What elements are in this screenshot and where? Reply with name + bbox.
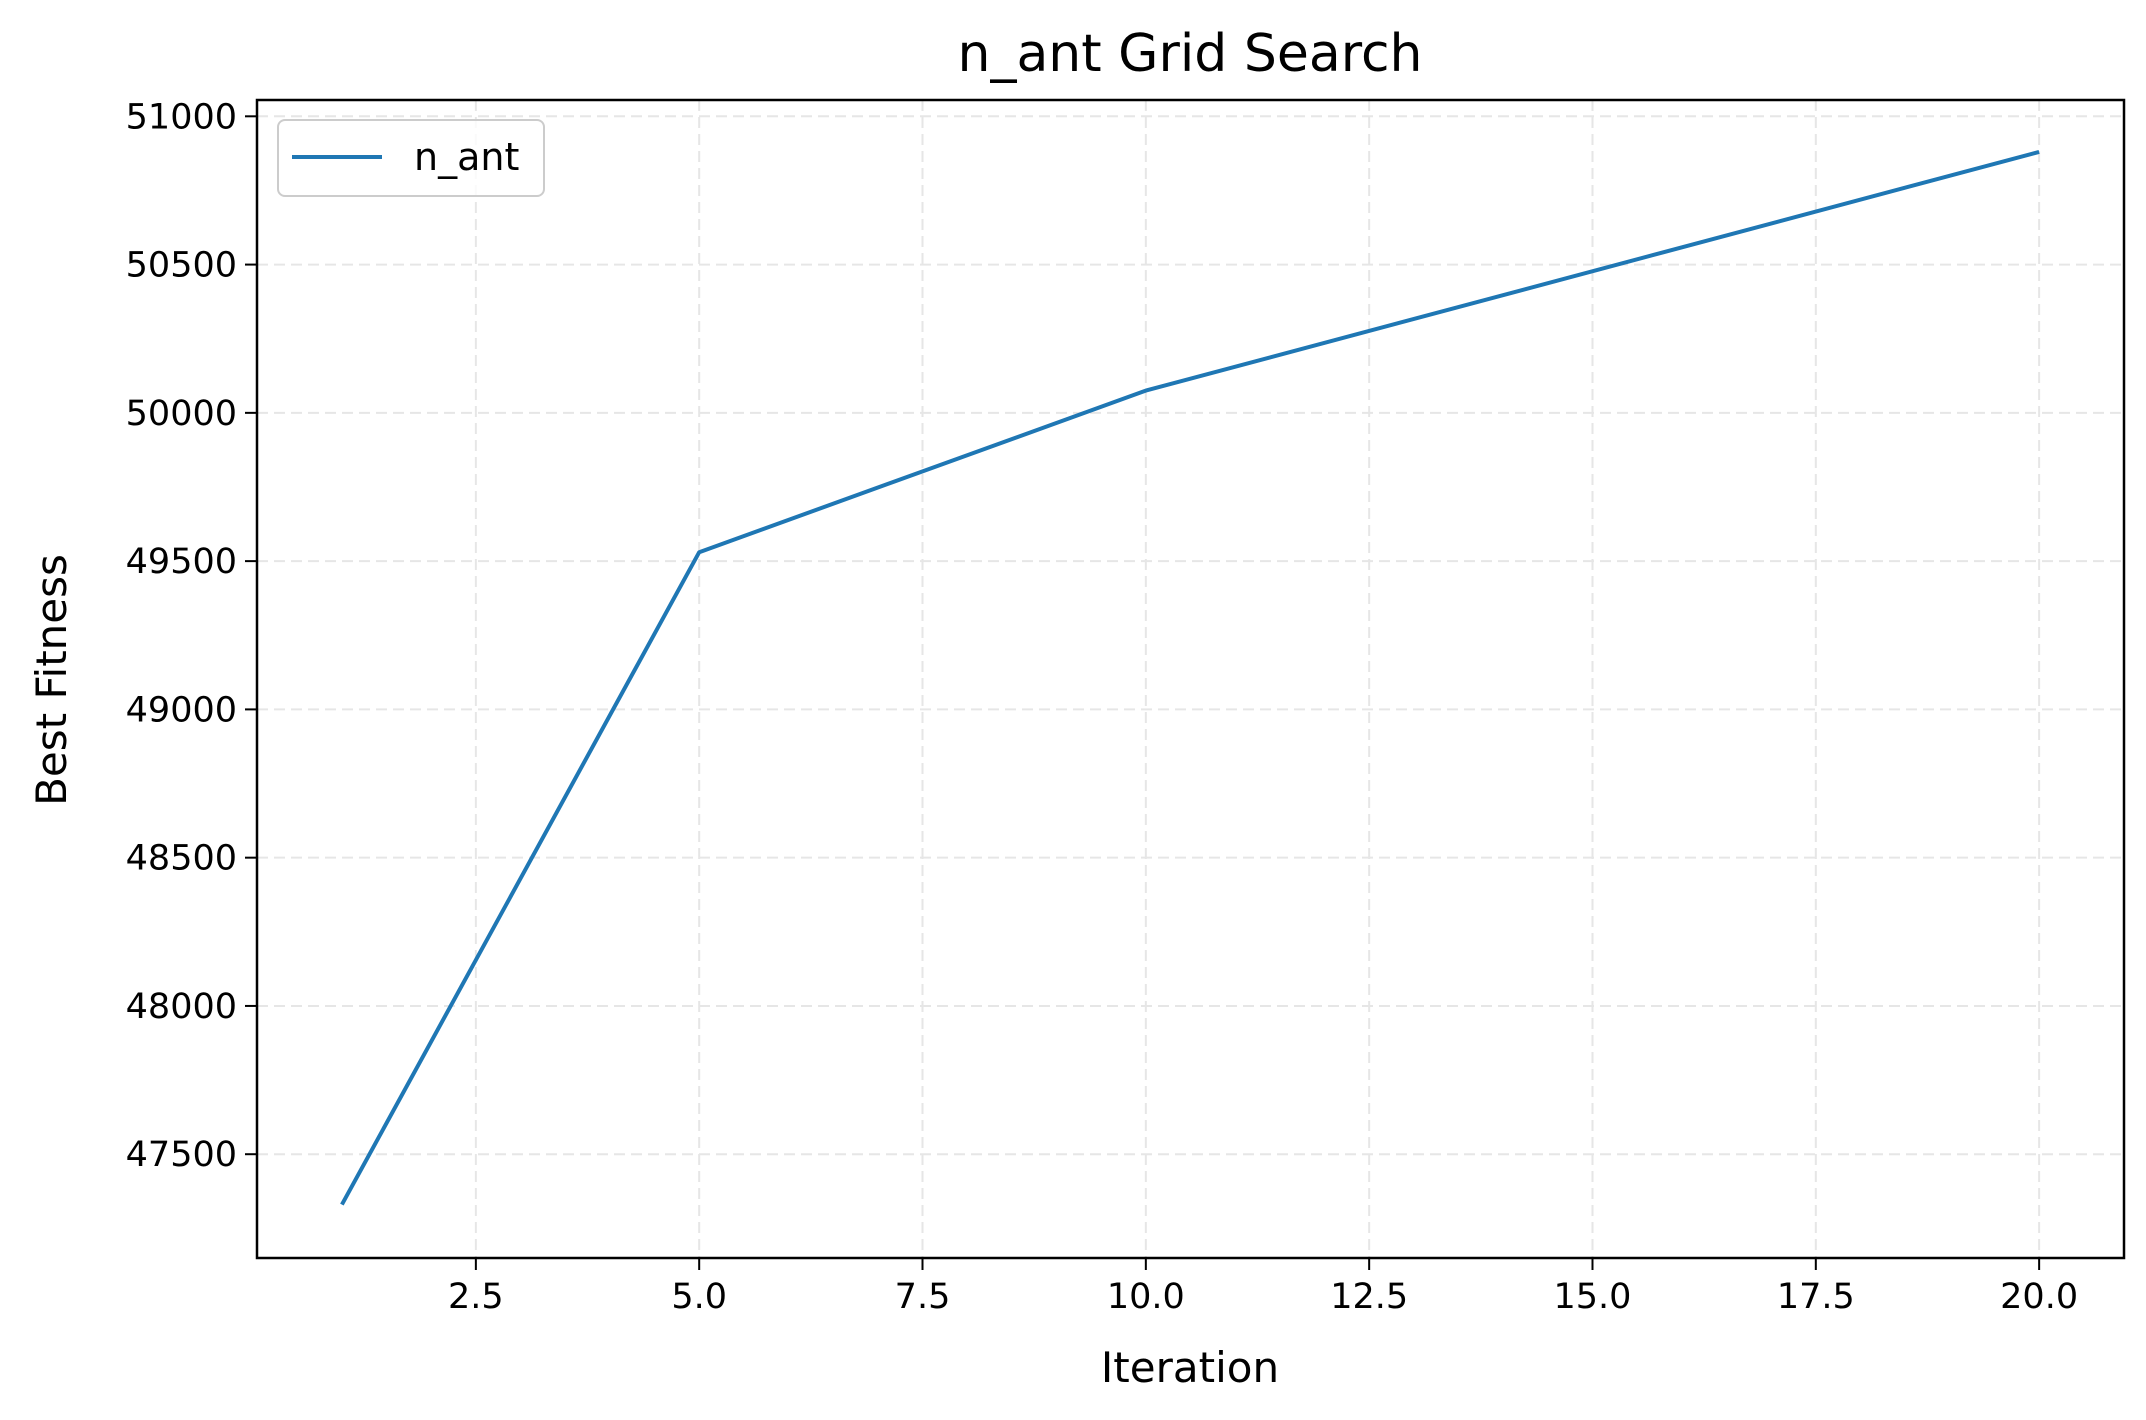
- y-tick-label: 50000: [126, 394, 237, 434]
- y-tick-label: 49000: [126, 690, 237, 730]
- y-axis-label: Best Fitness: [27, 554, 76, 806]
- x-axis-label: Iteration: [1101, 1343, 1279, 1392]
- y-tick-label: 47500: [126, 1135, 237, 1175]
- x-tick-label: 10.0: [1107, 1277, 1185, 1317]
- legend-box: [277, 119, 545, 197]
- x-tick-label: 7.5: [895, 1277, 951, 1317]
- y-axis-ticks: 47500 48000 48500 49000 49500 50000 50500 51000: [126, 97, 257, 1175]
- x-axis-ticks: 2.5 5.0 7.5 10.0 12.5 15.0 17.5 20.0: [448, 1258, 2078, 1317]
- plot-series: [340, 149, 2040, 1206]
- x-tick-label: 2.5: [448, 1277, 504, 1317]
- series-line-n-ant: [340, 149, 2040, 1206]
- chart-title: n_ant Grid Search: [957, 24, 1422, 84]
- y-tick-label: 48500: [126, 839, 237, 879]
- y-tick-label: 49500: [126, 542, 237, 582]
- x-tick-label: 15.0: [1554, 1277, 1632, 1317]
- y-tick-label: 51000: [126, 97, 237, 137]
- x-tick-label: 20.0: [2000, 1277, 2078, 1317]
- y-tick-label: 48000: [126, 987, 237, 1027]
- legend-label-n-ant: n_ant: [414, 135, 519, 179]
- grid-lines: [257, 100, 2124, 1258]
- legend: n_ant: [277, 119, 545, 197]
- plot-frame: [255, 98, 2126, 1260]
- x-tick-label: 17.5: [1777, 1277, 1855, 1317]
- y-tick-label: 50500: [126, 246, 237, 286]
- x-tick-label: 5.0: [671, 1277, 727, 1317]
- x-tick-label: 12.5: [1330, 1277, 1408, 1317]
